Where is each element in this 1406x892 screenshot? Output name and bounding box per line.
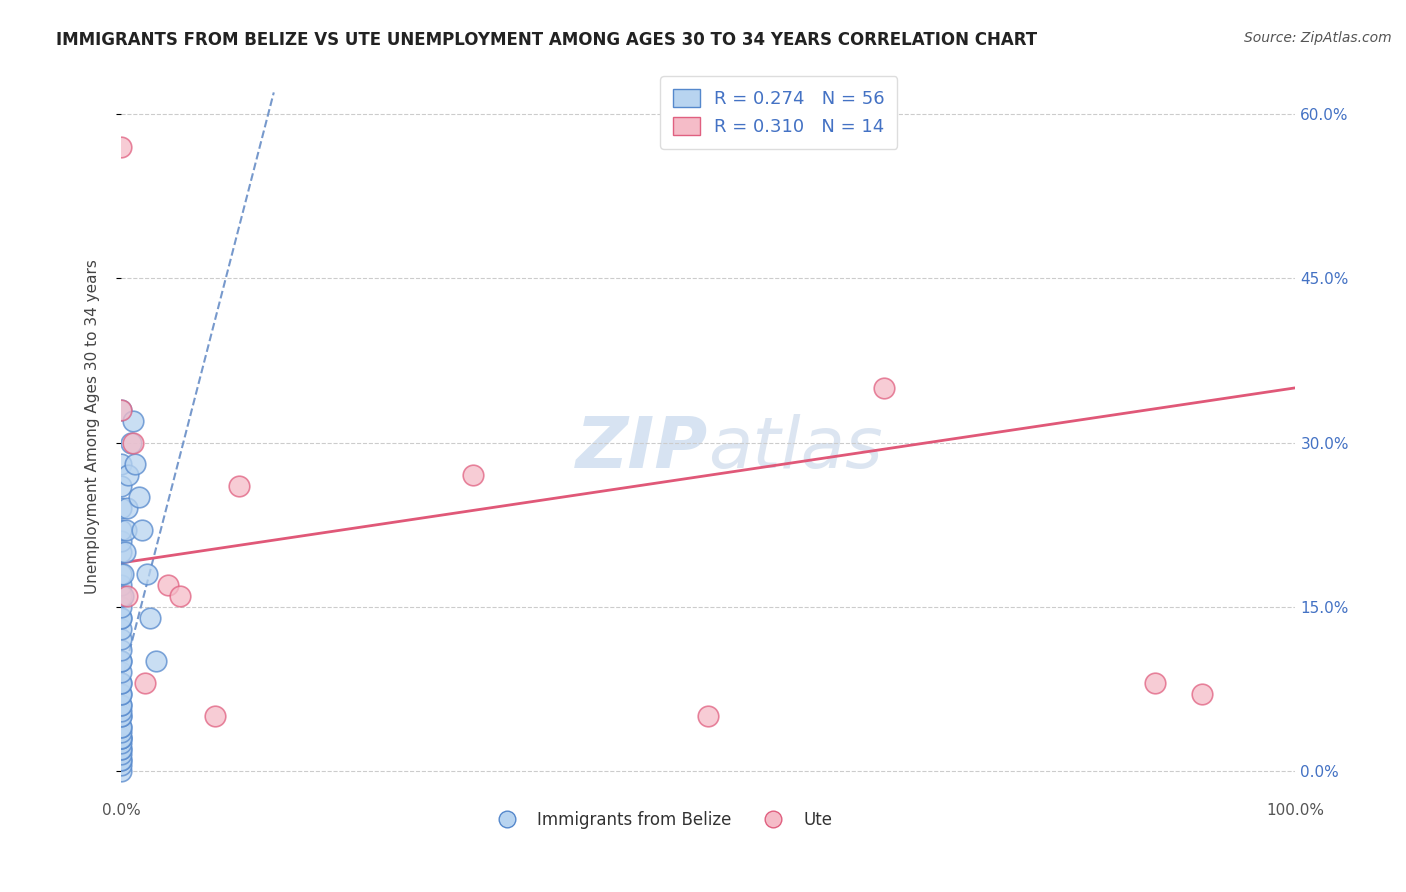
Point bbox=[110, 501, 132, 516]
Point bbox=[169, 589, 191, 603]
Point bbox=[110, 698, 132, 712]
Point bbox=[115, 501, 138, 516]
Point bbox=[110, 140, 132, 154]
Point bbox=[157, 578, 180, 592]
Point bbox=[110, 742, 132, 756]
Text: ZIP: ZIP bbox=[576, 414, 709, 483]
Point bbox=[134, 676, 156, 690]
Point bbox=[110, 758, 132, 772]
Point bbox=[1191, 687, 1213, 701]
Point bbox=[122, 414, 145, 428]
Point bbox=[145, 654, 167, 668]
Point bbox=[122, 435, 145, 450]
Point bbox=[110, 654, 132, 668]
Point bbox=[131, 523, 153, 537]
Point bbox=[110, 610, 132, 624]
Point bbox=[110, 753, 132, 767]
Point bbox=[110, 698, 132, 712]
Point bbox=[110, 402, 132, 417]
Point bbox=[110, 523, 132, 537]
Point bbox=[139, 610, 162, 624]
Point bbox=[112, 589, 135, 603]
Point bbox=[110, 731, 132, 745]
Point bbox=[110, 622, 132, 636]
Point bbox=[697, 709, 720, 723]
Point bbox=[110, 731, 132, 745]
Point bbox=[110, 731, 132, 745]
Point bbox=[110, 676, 132, 690]
Point bbox=[110, 643, 132, 657]
Point bbox=[112, 566, 135, 581]
Point bbox=[110, 753, 132, 767]
Legend: Immigrants from Belize, Ute: Immigrants from Belize, Ute bbox=[484, 805, 839, 836]
Point bbox=[110, 534, 132, 549]
Y-axis label: Unemployment Among Ages 30 to 34 years: Unemployment Among Ages 30 to 34 years bbox=[86, 259, 100, 593]
Point bbox=[873, 381, 896, 395]
Point bbox=[124, 458, 146, 472]
Point bbox=[136, 566, 159, 581]
Text: IMMIGRANTS FROM BELIZE VS UTE UNEMPLOYMENT AMONG AGES 30 TO 34 YEARS CORRELATION: IMMIGRANTS FROM BELIZE VS UTE UNEMPLOYME… bbox=[56, 31, 1038, 49]
Point bbox=[110, 589, 132, 603]
Point bbox=[228, 479, 250, 493]
Point bbox=[114, 523, 136, 537]
Point bbox=[110, 725, 132, 739]
Point bbox=[110, 747, 132, 762]
Point bbox=[110, 764, 132, 778]
Point bbox=[463, 468, 485, 483]
Point bbox=[110, 687, 132, 701]
Point bbox=[110, 402, 132, 417]
Point bbox=[110, 720, 132, 734]
Text: atlas: atlas bbox=[709, 414, 883, 483]
Point bbox=[110, 479, 132, 493]
Point bbox=[110, 687, 132, 701]
Point bbox=[115, 589, 138, 603]
Point bbox=[1143, 676, 1166, 690]
Point bbox=[110, 566, 132, 581]
Point bbox=[110, 709, 132, 723]
Point bbox=[204, 709, 226, 723]
Point bbox=[128, 490, 150, 504]
Point bbox=[110, 704, 132, 718]
Point bbox=[110, 676, 132, 690]
Point bbox=[117, 468, 139, 483]
Point bbox=[110, 545, 132, 559]
Point bbox=[110, 665, 132, 680]
Point bbox=[110, 654, 132, 668]
Point bbox=[110, 578, 132, 592]
Point bbox=[110, 610, 132, 624]
Point bbox=[110, 458, 132, 472]
Text: Source: ZipAtlas.com: Source: ZipAtlas.com bbox=[1244, 31, 1392, 45]
Point bbox=[110, 632, 132, 647]
Point bbox=[120, 435, 142, 450]
Point bbox=[110, 742, 132, 756]
Point bbox=[110, 736, 132, 750]
Point bbox=[114, 545, 136, 559]
Point bbox=[110, 709, 132, 723]
Point bbox=[110, 720, 132, 734]
Point bbox=[110, 599, 132, 614]
